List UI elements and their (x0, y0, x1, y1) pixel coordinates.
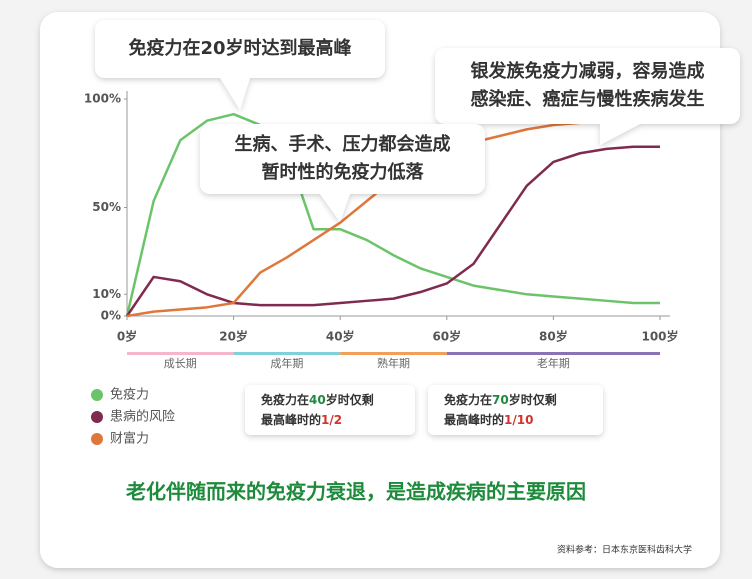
note-part: 1/10 (504, 413, 533, 427)
y-tick-label: 100% (84, 92, 121, 106)
note-part: 免疫力在 (444, 392, 492, 407)
y-tick-label: 0% (101, 309, 121, 323)
stage-label: 老年期 (537, 356, 570, 370)
legend-label: 患病的风险 (110, 409, 175, 425)
stage-bar (127, 352, 234, 355)
stage-bar (340, 352, 447, 355)
note-box (245, 385, 415, 435)
x-tick-label: 60岁 (432, 329, 461, 344)
stage-label: 成长期 (164, 357, 197, 370)
annotation-text: 感染症、癌症与慢性疾病发生 (471, 88, 705, 110)
y-tick-label: 50% (92, 200, 121, 214)
annotation-bubble (95, 20, 385, 110)
series-line (125, 145, 660, 317)
bubble-box (95, 20, 385, 78)
note-part: 70 (492, 393, 509, 407)
note-part: 免疫力在 (261, 392, 309, 407)
x-tick-label: 80岁 (539, 329, 568, 344)
note-part: 岁时仅剩 (326, 392, 374, 407)
note-text: 最高峰时的1/2 (261, 412, 342, 427)
x-tick-label: 20岁 (219, 329, 248, 344)
source: 资料参考：日本东京医科齿科大学 (557, 544, 692, 556)
bubble-tail (320, 194, 350, 222)
annotation-bubble (435, 48, 740, 145)
annotation-text: 免疫力在20岁时达到最高峰 (128, 37, 352, 59)
stage-bar (446, 352, 660, 355)
x-tick-label: 100岁 (641, 329, 678, 344)
note-text: 免疫力在70岁时仅剩 (444, 392, 557, 407)
stage-label: 成年期 (270, 356, 303, 370)
bubble-tail (600, 124, 640, 145)
annotation-bubble (200, 124, 485, 222)
bubble-tail (220, 78, 250, 110)
note-part: 40 (309, 393, 326, 407)
note-part: 最高峰时的 (444, 412, 504, 427)
bubble-box (435, 48, 740, 124)
y-tick-label: 10% (92, 287, 121, 301)
annotation-text: 银发族免疫力减弱，容易造成 (471, 60, 705, 82)
x-tick-label: 0岁 (117, 329, 137, 344)
legend-label: 财富力 (110, 431, 149, 447)
note-part: 1/2 (321, 413, 342, 427)
annotation-text: 暂时性的免疫力低落 (262, 161, 425, 183)
stage-label: 熟年期 (377, 356, 410, 370)
legend-label: 免疫力 (110, 387, 149, 403)
stage-bar (233, 352, 341, 355)
note-part: 岁时仅剩 (509, 392, 557, 407)
legend-marker (91, 433, 103, 445)
conclusion: 老化伴随而来的免疫力衰退，是造成疾病的主要原因 (126, 480, 586, 504)
annotation-text: 生病、手术、压力都会造成 (235, 133, 451, 155)
note-box (428, 385, 603, 435)
note-part: 最高峰时的 (261, 412, 321, 427)
note-text: 免疫力在40岁时仅剩 (261, 392, 374, 407)
note-text: 最高峰时的1/10 (444, 412, 533, 427)
series-line (125, 112, 660, 317)
legend-marker (91, 389, 103, 401)
legend-marker (91, 411, 103, 423)
bubble-box (200, 124, 485, 194)
x-tick-label: 40岁 (326, 329, 355, 344)
